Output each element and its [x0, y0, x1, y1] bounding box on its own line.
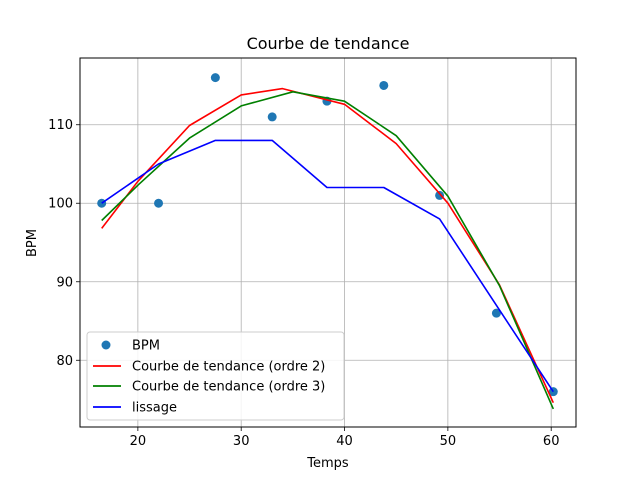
x-tick-label: 50 — [440, 434, 457, 449]
legend-label-bpm: BPM — [132, 339, 160, 354]
legend-marker-bpm — [101, 340, 111, 350]
y-axis-label: BPM — [25, 229, 40, 257]
bpm-point — [210, 73, 220, 83]
bpm-point — [267, 112, 277, 122]
bpm-point — [435, 190, 445, 200]
x-tick-label: 30 — [233, 434, 250, 449]
y-tick-label: 110 — [48, 118, 73, 133]
series — [97, 73, 558, 410]
legend-box — [86, 331, 345, 421]
ticks: 20 30 40 50 60 80 90 100 110 — [48, 118, 559, 449]
y-tick-label: 100 — [48, 197, 73, 212]
legend: BPM Courbe de tendance (ordre 2) Courbe de… — [86, 331, 345, 421]
x-tick-label: 60 — [543, 434, 560, 449]
series-line-0 — [101, 87, 555, 404]
legend-label-0: Courbe de tendance (ordre 2) — [132, 360, 325, 375]
bpm-point — [154, 198, 164, 208]
plot-frame — [79, 57, 577, 428]
bpm-point — [379, 80, 389, 90]
y-tick-label: 90 — [56, 275, 73, 290]
bpm-point — [491, 308, 501, 318]
x-axis-label: Temps — [306, 456, 349, 471]
chart-title: Courbe de tendance — [247, 34, 410, 53]
x-tick-label: 40 — [336, 434, 353, 449]
y-tick-label: 80 — [56, 354, 73, 369]
series-line-2 — [101, 139, 554, 393]
legend-label-1: Courbe de tendance (ordre 3) — [132, 380, 325, 395]
legend-label-2: lissage — [132, 401, 177, 416]
x-tick-label: 20 — [130, 434, 147, 449]
